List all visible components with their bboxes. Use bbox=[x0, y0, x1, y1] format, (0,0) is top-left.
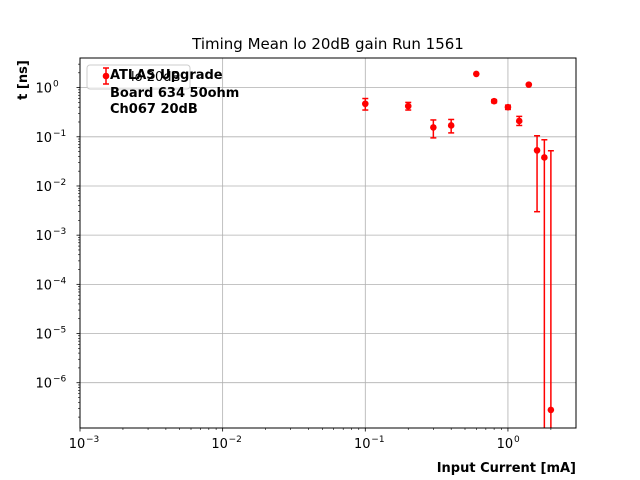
axis-ticks: 10 −3 10 −2 10 −1 10 010 −610 −510 −410 −310 −210 −11… bbox=[35, 63, 552, 452]
data-point bbox=[404, 102, 412, 110]
legend-marker bbox=[102, 72, 110, 80]
y-tick-label-exponent: −4 bbox=[53, 276, 67, 286]
data-point bbox=[541, 154, 548, 161]
data-series bbox=[361, 70, 555, 428]
x-tick-label-exponent: −3 bbox=[86, 435, 99, 445]
data-point bbox=[547, 406, 555, 414]
annotation-line-3: Ch067 20dB bbox=[110, 102, 198, 117]
data-point bbox=[490, 97, 498, 105]
data-point bbox=[447, 122, 455, 129]
data-point bbox=[515, 117, 523, 125]
y-tick-label: 10 bbox=[35, 377, 52, 392]
data-point bbox=[472, 70, 480, 78]
x-tick-label: 10 bbox=[497, 437, 514, 452]
plot-frame bbox=[79, 57, 577, 429]
data-point bbox=[504, 103, 512, 111]
y-axis-label: t [ns] bbox=[16, 60, 31, 100]
y-tick-label: 10 bbox=[35, 328, 52, 343]
y-tick-label-exponent: −5 bbox=[53, 326, 66, 336]
data-point bbox=[533, 147, 541, 154]
legend-entry-label: lo 20dB bbox=[131, 70, 180, 85]
annotation-line-2: Board 634 50ohm bbox=[110, 86, 239, 101]
annotation-line-1: ATLAS Upgrade bbox=[110, 68, 223, 83]
data-point bbox=[430, 124, 437, 131]
x-axis-label: Input Current [mA] bbox=[437, 461, 576, 476]
data-point bbox=[361, 100, 369, 108]
grid bbox=[79, 58, 576, 428]
x-tick-label: 10 bbox=[211, 437, 228, 452]
x-tick-label-exponent: 0 bbox=[514, 435, 520, 445]
legend-frame bbox=[86, 64, 191, 90]
y-tick-label-exponent: −6 bbox=[53, 375, 67, 385]
x-tick-label-exponent: −1 bbox=[371, 435, 384, 445]
y-tick-label: 10 bbox=[35, 180, 52, 195]
y-tick-label-exponent: −1 bbox=[53, 129, 66, 139]
y-tick-label: 10 bbox=[35, 82, 52, 97]
y-tick-label: 10 bbox=[35, 278, 52, 293]
legend: lo 20dB bbox=[86, 64, 191, 90]
y-tick-label: 10 bbox=[35, 131, 52, 146]
y-tick-label: 10 bbox=[35, 229, 52, 244]
y-tick-label-exponent: −2 bbox=[53, 178, 66, 188]
data-point bbox=[525, 81, 533, 88]
x-tick-label: 10 bbox=[354, 437, 371, 452]
x-tick-label: 10 bbox=[69, 437, 86, 452]
annotation: ATLAS Upgrade Board 634 50ohm Ch067 20dB bbox=[110, 68, 239, 117]
chart-title: Timing Mean lo 20dB gain Run 1561 bbox=[191, 35, 464, 53]
x-tick-label-exponent: −2 bbox=[229, 435, 242, 445]
y-tick-label-exponent: 0 bbox=[53, 80, 59, 90]
y-tick-label-exponent: −3 bbox=[53, 227, 66, 237]
